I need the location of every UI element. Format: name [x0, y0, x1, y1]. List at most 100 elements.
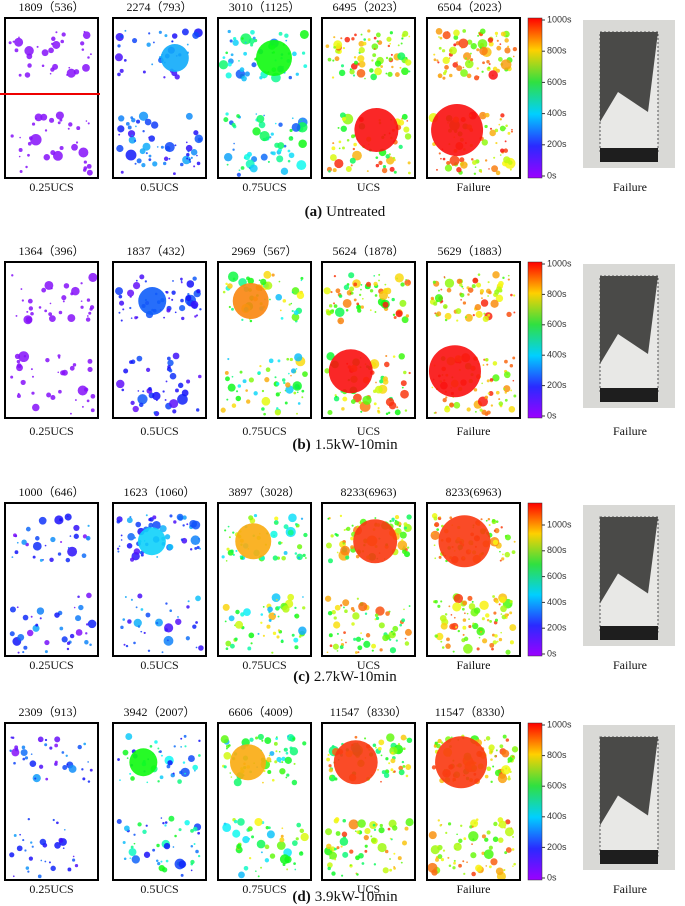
ae-event [346, 138, 350, 142]
ae-event [32, 773, 41, 783]
ae-event [438, 46, 442, 50]
ae-event [264, 858, 270, 863]
ae-event [330, 534, 334, 538]
colorbar-tick-label: 600s [547, 77, 567, 87]
ae-event [181, 28, 189, 36]
ae-event [127, 125, 132, 130]
ae-event [442, 76, 446, 80]
ae-event [500, 148, 505, 153]
panel-frame [4, 502, 99, 657]
ae-event [385, 72, 388, 75]
ae-event [331, 146, 336, 151]
ae-event [405, 774, 409, 778]
ae-event [276, 635, 280, 639]
ae-event [268, 618, 272, 622]
ae-event [503, 371, 511, 379]
ae-event-large [255, 40, 292, 76]
ae-event [117, 758, 120, 761]
ae-event [445, 643, 451, 649]
ae-event [268, 358, 274, 364]
ae-event [271, 651, 274, 654]
ae-event [435, 632, 444, 641]
ae-events [116, 733, 202, 877]
stage-label: Failure [457, 882, 491, 896]
panel-count: 3942（2007） [123, 705, 195, 719]
ae-event [387, 71, 393, 77]
ae-event [374, 517, 377, 520]
ae-event [195, 849, 199, 854]
ae-event [251, 62, 257, 68]
ae-event [16, 364, 23, 372]
ae-event [458, 838, 463, 844]
ae-event [44, 309, 48, 313]
ae-event [513, 394, 517, 398]
ae-event [253, 38, 258, 43]
caption: (b) 1.5kW-10min [292, 437, 398, 453]
ae-event [387, 296, 390, 299]
ae-event [134, 139, 137, 142]
ae-event [118, 133, 121, 136]
ae-event [121, 388, 125, 392]
ae-event [135, 606, 138, 609]
ae-event [335, 288, 341, 294]
ae-event [164, 623, 174, 633]
ae-event [177, 394, 188, 405]
ae-event [329, 846, 336, 852]
ae-event [491, 647, 494, 651]
ae-event [226, 747, 228, 750]
ae-event [174, 834, 177, 838]
ae-event [487, 392, 490, 395]
ae-event [257, 371, 261, 375]
ae-event [512, 835, 515, 838]
ae-event [363, 835, 369, 841]
ae-event [295, 837, 299, 841]
ae-event [49, 117, 55, 123]
ae-event [466, 861, 468, 864]
ae-event [488, 168, 490, 170]
ae-event [342, 851, 349, 858]
ae-event [373, 863, 377, 866]
ae-event [163, 842, 171, 850]
ae-event [220, 407, 226, 413]
ae-event [385, 56, 389, 60]
ae-event [461, 607, 465, 611]
ae-event [89, 307, 93, 311]
ae-event [350, 291, 354, 295]
ae-event [332, 643, 339, 650]
ae-event [263, 114, 265, 117]
ae-event [269, 760, 272, 763]
ae-event [405, 278, 407, 281]
ae-event [82, 31, 91, 39]
panel-frame [112, 261, 207, 419]
ae-event [394, 520, 400, 526]
ae-event [245, 389, 248, 392]
ae-event [278, 122, 283, 127]
ae-event [293, 762, 296, 765]
ae-event [32, 541, 42, 551]
ae-event [129, 360, 133, 364]
ae-event [333, 621, 341, 629]
ae-event [285, 39, 288, 42]
ae-event [260, 851, 263, 854]
ae-event [273, 613, 276, 616]
ae-event [328, 764, 332, 768]
ae-event [163, 316, 166, 319]
ae-event [328, 633, 333, 638]
stage-label: UCS [357, 424, 380, 438]
ae-event [400, 861, 403, 864]
ae-event [500, 631, 502, 634]
ae-event [351, 622, 355, 626]
ae-event [364, 844, 368, 848]
ae-event [390, 768, 394, 772]
ae-event [268, 754, 271, 757]
ae-event [407, 171, 411, 175]
ae-event [333, 275, 337, 278]
ae-event-large [333, 740, 378, 785]
ae-event [45, 777, 49, 781]
ae-event [402, 30, 409, 37]
stage-label: 0.25UCS [29, 180, 73, 194]
ae-event [490, 751, 493, 753]
ae-event [431, 765, 437, 770]
ae-event [59, 118, 63, 122]
ae-event [156, 843, 160, 848]
